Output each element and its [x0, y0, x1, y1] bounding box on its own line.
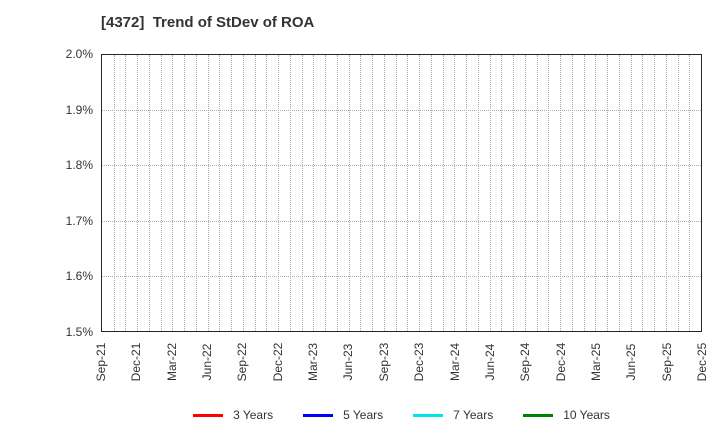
x-tick-label: Mar-23: [306, 343, 321, 382]
y-tick-label: 1.5%: [65, 325, 93, 339]
h-gridline: [102, 165, 701, 167]
legend-item: 10 Years: [523, 408, 610, 422]
v-gridline: [524, 55, 526, 331]
v-gridline: [407, 55, 409, 331]
x-tick-label: Sep-24: [518, 342, 533, 382]
x-tick-label: Dec-24: [553, 342, 568, 382]
x-tick-label: Sep-23: [376, 342, 391, 382]
legend-swatch: [303, 413, 334, 417]
v-gridline: [501, 55, 503, 331]
x-tick-label: Sep-25: [659, 342, 674, 382]
v-gridline: [665, 55, 667, 331]
v-gridline: [184, 55, 186, 331]
v-gridline: [548, 55, 550, 331]
x-tick-label: Jun-24: [482, 343, 497, 381]
v-gridline: [571, 55, 573, 331]
v-gridline: [513, 55, 515, 331]
x-tick-label: Dec-25: [695, 342, 709, 382]
x-tick-label: Dec-21: [129, 342, 144, 382]
x-tick-label: Mar-25: [588, 343, 603, 382]
x-tick-label: Dec-22: [270, 342, 285, 382]
chart-title: [4372] Trend of StDev of ROA: [101, 14, 315, 31]
v-gridline: [536, 55, 538, 331]
v-gridline: [395, 55, 397, 331]
legend-swatch: [193, 413, 224, 417]
x-tick-label: Sep-21: [94, 342, 108, 382]
v-gridline: [195, 55, 197, 331]
v-gridline: [242, 55, 244, 331]
v-gridline: [219, 55, 221, 331]
v-gridline: [313, 55, 315, 331]
v-gridline: [289, 55, 291, 331]
v-gridline: [630, 55, 632, 331]
legend-item: 3 Years: [193, 408, 273, 422]
legend-label: 5 Years: [343, 408, 384, 422]
v-gridline: [454, 55, 456, 331]
v-gridline: [677, 55, 679, 331]
plot-area: [101, 54, 702, 332]
v-gridline: [113, 55, 115, 331]
v-gridline: [348, 55, 350, 331]
x-tick-label: Mar-24: [447, 343, 462, 382]
x-tick-label: Jun-23: [341, 343, 356, 381]
y-tick-label: 1.6%: [65, 269, 93, 284]
x-tick-label: Sep-22: [235, 342, 250, 382]
h-gridline: [102, 110, 701, 112]
v-gridline: [560, 55, 562, 331]
v-gridline: [489, 55, 491, 331]
v-gridline: [231, 55, 233, 331]
legend: 3 Years 5 Years 7 Years 10 Years: [101, 404, 702, 426]
v-gridline: [336, 55, 338, 331]
v-gridline: [654, 55, 656, 331]
v-gridline: [360, 55, 362, 331]
v-gridline: [466, 55, 468, 331]
v-gridline: [148, 55, 150, 331]
v-gridline: [595, 55, 597, 331]
y-tick-label: 1.9%: [65, 102, 93, 117]
v-gridline: [137, 55, 139, 331]
y-tick-label: 2.0%: [65, 47, 93, 61]
h-gridline: [102, 220, 701, 222]
v-gridline: [607, 55, 609, 331]
v-gridline: [325, 55, 327, 331]
legend-swatch: [413, 413, 444, 417]
v-gridline: [125, 55, 127, 331]
v-gridline: [642, 55, 644, 331]
legend-label: 3 Years: [233, 408, 274, 422]
x-tick-label: Dec-23: [412, 342, 427, 382]
v-gridline: [442, 55, 444, 331]
v-gridline: [583, 55, 585, 331]
y-tick-label: 1.7%: [65, 213, 93, 228]
v-gridline: [419, 55, 421, 331]
v-gridline: [160, 55, 162, 331]
legend-item: 5 Years: [303, 408, 383, 422]
v-gridline: [618, 55, 620, 331]
v-gridline: [430, 55, 432, 331]
x-tick-label: Jun-25: [624, 343, 639, 381]
v-gridline: [254, 55, 256, 331]
v-gridline: [266, 55, 268, 331]
legend-swatch: [523, 413, 554, 417]
h-gridline: [102, 275, 701, 277]
legend-item: 7 Years: [413, 408, 493, 422]
v-gridline: [278, 55, 280, 331]
x-tick-label: Mar-22: [164, 343, 179, 382]
x-tick-label: Jun-22: [200, 343, 215, 381]
v-gridline: [477, 55, 479, 331]
y-tick-label: 1.8%: [65, 158, 93, 173]
legend-label: 7 Years: [453, 408, 494, 422]
v-gridline: [372, 55, 374, 331]
v-gridline: [207, 55, 209, 331]
v-gridline: [172, 55, 174, 331]
v-gridline: [383, 55, 385, 331]
v-gridline: [689, 55, 691, 331]
v-gridline: [301, 55, 303, 331]
legend-label: 10 Years: [563, 408, 610, 422]
